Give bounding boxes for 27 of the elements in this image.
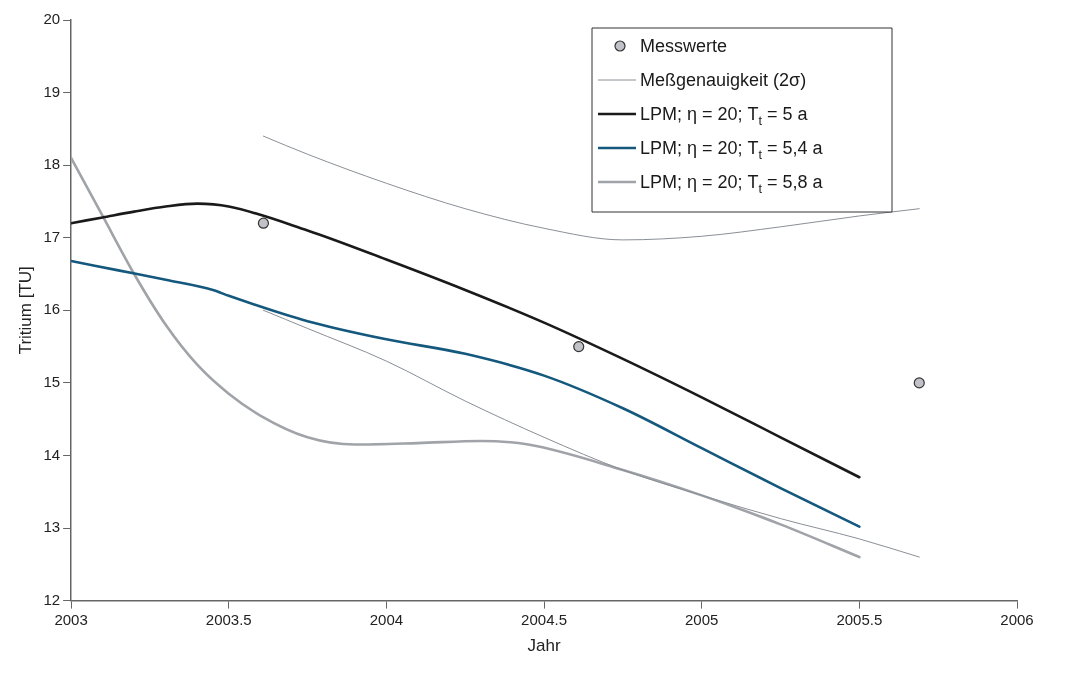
x-tick-label: 2005.5: [836, 610, 883, 628]
line-series: [71, 202, 861, 479]
y-tick-label: 14: [43, 445, 61, 463]
y-tick-label: 12: [43, 590, 61, 608]
x-axis-title: Jahr: [527, 636, 561, 656]
y-tick-label: 20: [43, 10, 61, 28]
y-axis-title: Tritium [TU]: [15, 266, 35, 355]
legend-label: Messwerte: [640, 36, 728, 56]
y-tick-label: 18: [43, 155, 61, 173]
line-series: [71, 259, 861, 528]
line-series: [262, 135, 920, 241]
point: [257, 217, 270, 229]
y-tick-label: 13: [43, 518, 61, 536]
x-tick-label: 2003: [54, 610, 88, 628]
y-tick-label: 17: [43, 227, 61, 245]
x-tick-label: 2006: [1000, 610, 1034, 628]
x-tick-label: 2004.5: [521, 610, 567, 628]
y-tick-label: 19: [43, 82, 61, 100]
x-tick-label: 2005: [685, 610, 719, 628]
y-tick-label: 16: [43, 300, 61, 318]
line-series: [262, 309, 920, 558]
legend-label: Meßgenauigkeit (2σ): [640, 70, 807, 90]
point: [573, 340, 585, 353]
point: [913, 377, 925, 389]
y-tick-label: 15: [43, 373, 61, 391]
x-tick-label: 2003.5: [205, 610, 252, 628]
x-tick-label: 2004: [369, 610, 404, 628]
